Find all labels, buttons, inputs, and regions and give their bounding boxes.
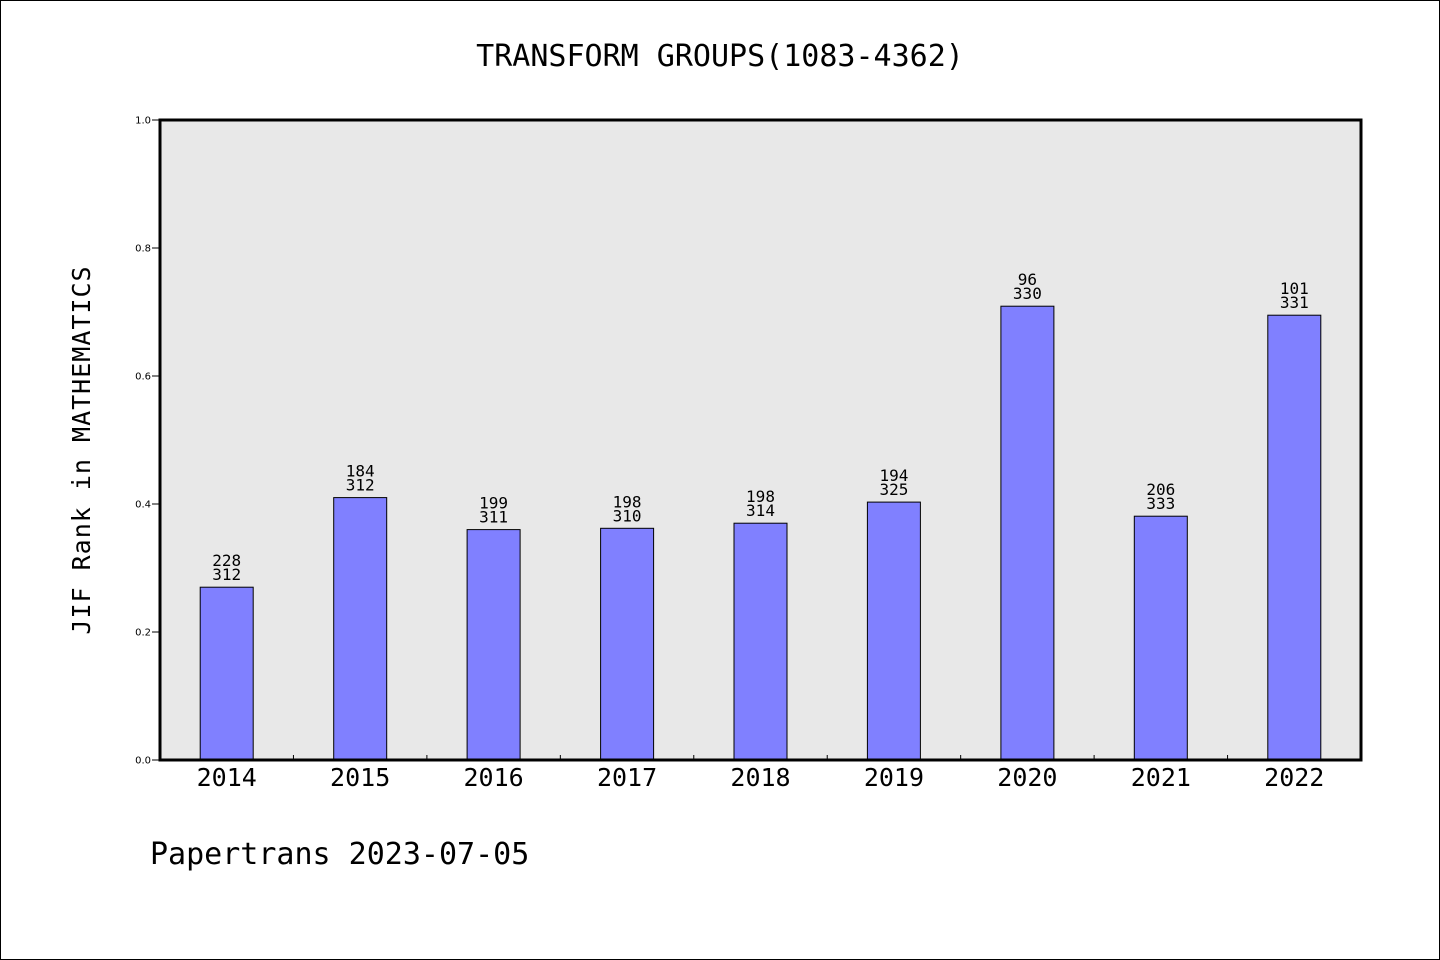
bar-label-bottom-2016: 311 <box>479 508 508 527</box>
y-tick-label-0.0: 0.0 <box>135 756 151 767</box>
y-tick-label-1.0: 1.0 <box>135 116 151 127</box>
bar-2020 <box>1000 305 1055 761</box>
bar-label-bottom-2022: 331 <box>1280 293 1309 312</box>
bar-2022 <box>1267 314 1322 761</box>
x-tick-label-2019: 2019 <box>864 763 924 792</box>
x-tick-label-2022: 2022 <box>1264 763 1324 792</box>
x-tick-label-2021: 2021 <box>1131 763 1191 792</box>
bar-label-bottom-2021: 333 <box>1146 494 1175 513</box>
bar-2018 <box>733 522 788 761</box>
bar-label-bottom-2017: 310 <box>613 506 642 525</box>
bar-label-bottom-2014: 312 <box>212 565 241 584</box>
bar-label-top-2022: 101 <box>1280 279 1309 298</box>
bar-label-bottom-2015: 312 <box>346 476 375 495</box>
bar-label-top-2018: 198 <box>746 487 775 506</box>
x-tick-label-2020: 2020 <box>997 763 1057 792</box>
bar-2017 <box>600 527 655 761</box>
footer-text: Papertrans 2023-07-05 <box>150 837 529 872</box>
x-tick-label-2015: 2015 <box>330 763 390 792</box>
x-tick-label-2014: 2014 <box>197 763 257 792</box>
bar-label-top-2020: 96 <box>1018 270 1037 289</box>
bar-label-top-2021: 206 <box>1146 480 1175 499</box>
bar-label-bottom-2018: 314 <box>746 501 775 520</box>
bar-label-top-2014: 228 <box>212 551 241 570</box>
bar-label-top-2017: 198 <box>613 492 642 511</box>
bar-2015 <box>333 497 388 761</box>
bar-2016 <box>466 529 521 761</box>
bar-label-top-2016: 199 <box>479 494 508 513</box>
bar-label-bottom-2019: 325 <box>879 480 908 499</box>
x-tick-label-2016: 2016 <box>464 763 524 792</box>
y-axis-label: JIF Rank in MATHEMATICS <box>67 265 96 634</box>
x-tick-label-2017: 2017 <box>597 763 657 792</box>
x-tick-label-2018: 2018 <box>730 763 790 792</box>
plot-border <box>158 118 1363 762</box>
bar-label-top-2015: 184 <box>346 462 375 481</box>
bar-label-top-2019: 194 <box>879 466 908 485</box>
bar-2014 <box>199 586 254 761</box>
y-tick-label-0.8: 0.8 <box>135 244 151 255</box>
axis-ticks: 2014 2015 2016 2017 2018 2019 2020 2021 2022 0.0 0… <box>135 116 1363 792</box>
bars <box>199 305 1322 761</box>
bar-2021 <box>1133 515 1188 761</box>
bar-2019 <box>866 501 921 761</box>
y-tick-label-0.6: 0.6 <box>135 372 151 383</box>
bar-label-bottom-2020: 330 <box>1013 284 1042 303</box>
y-tick-label-0.4: 0.4 <box>135 500 151 511</box>
y-tick-label-0.2: 0.2 <box>135 628 151 639</box>
data-labels: 2283121843121993111983101983141943259633… <box>212 270 1308 584</box>
chart-title: TRANSFORM GROUPS(1083-4362) <box>476 39 964 74</box>
